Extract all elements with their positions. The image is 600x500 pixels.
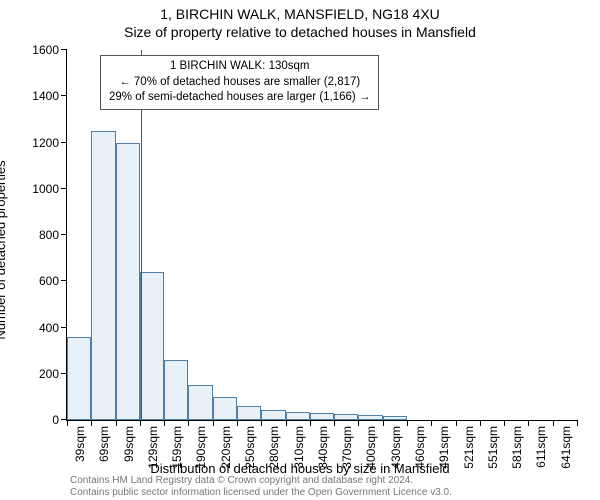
histogram-bar (237, 406, 261, 420)
y-tick-label: 600 (39, 274, 67, 288)
x-tick-label: 39sqm (73, 426, 87, 462)
histogram-bar (261, 410, 285, 420)
histogram-bar (140, 272, 164, 420)
annotation-line2: ← 70% of detached houses are smaller (2,… (109, 75, 370, 91)
histogram-bar (334, 414, 358, 420)
x-tick (164, 420, 165, 426)
y-tick-label: 1400 (32, 89, 67, 103)
x-tick (528, 420, 529, 426)
chart-container: 1, BIRCHIN WALK, MANSFIELD, NG18 4XU Siz… (0, 0, 600, 500)
x-tick (334, 420, 335, 426)
x-tick (577, 420, 578, 426)
histogram-bar (310, 413, 334, 420)
x-tick (213, 420, 214, 426)
footer-line1: Contains HM Land Registry data © Crown c… (70, 475, 452, 487)
x-tick (91, 420, 92, 426)
histogram-bar (286, 412, 310, 420)
y-tick-label: 800 (39, 228, 67, 242)
histogram-bar (67, 337, 91, 420)
x-tick (67, 420, 68, 426)
x-tick (116, 420, 117, 426)
x-tick-label: 69sqm (97, 426, 111, 462)
histogram-bar (358, 415, 382, 420)
x-tick (407, 420, 408, 426)
y-tick-label: 400 (39, 321, 67, 335)
histogram-bar (213, 397, 237, 420)
annotation-box: 1 BIRCHIN WALK: 130sqm ← 70% of detached… (100, 55, 379, 110)
x-tick (383, 420, 384, 426)
page-title-line1: 1, BIRCHIN WALK, MANSFIELD, NG18 4XU (0, 6, 600, 22)
footer-attribution: Contains HM Land Registry data © Crown c… (70, 475, 452, 498)
y-tick-label: 1000 (32, 182, 67, 196)
x-tick (456, 420, 457, 426)
annotation-line1: 1 BIRCHIN WALK: 130sqm (109, 59, 370, 75)
x-tick (261, 420, 262, 426)
x-tick (310, 420, 311, 426)
x-tick (431, 420, 432, 426)
footer-line2: Contains public sector information licen… (70, 487, 452, 499)
x-tick (553, 420, 554, 426)
x-tick (140, 420, 141, 426)
y-tick-label: 200 (39, 367, 67, 381)
x-tick (188, 420, 189, 426)
histogram-bar (383, 416, 407, 420)
y-axis-label: Number of detached properties (0, 160, 8, 339)
annotation-line3: 29% of semi-detached houses are larger (… (109, 90, 370, 106)
y-tick-label: 0 (52, 413, 67, 427)
x-axis-label: Distribution of detached houses by size … (0, 461, 600, 476)
x-tick (286, 420, 287, 426)
x-tick (237, 420, 238, 426)
x-tick (504, 420, 505, 426)
x-tick-label: 99sqm (122, 426, 136, 462)
x-tick (480, 420, 481, 426)
histogram-bar (116, 143, 140, 421)
y-tick-label: 1600 (32, 43, 67, 57)
histogram-bar (188, 385, 212, 420)
page-title-line2: Size of property relative to detached ho… (0, 24, 600, 40)
y-tick-label: 1200 (32, 136, 67, 150)
histogram-bar (164, 360, 188, 420)
histogram-bar (91, 131, 115, 420)
x-tick (358, 420, 359, 426)
